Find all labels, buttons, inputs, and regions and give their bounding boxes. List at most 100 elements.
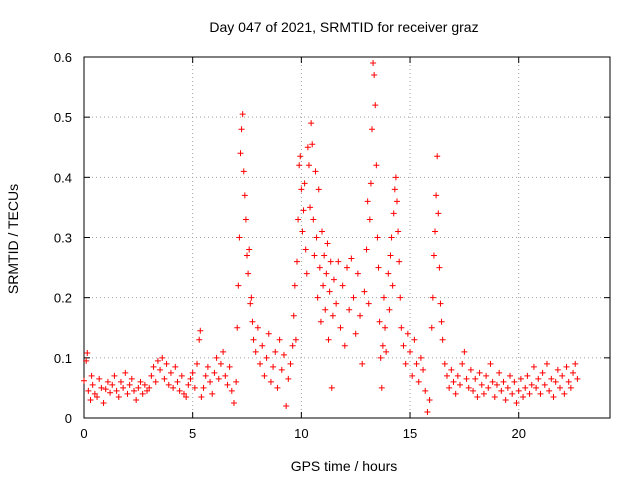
data-point <box>429 294 436 301</box>
data-point <box>159 354 166 361</box>
data-point <box>436 264 443 271</box>
data-point <box>377 354 384 361</box>
data-point <box>198 393 205 400</box>
data-point <box>430 252 437 259</box>
data-point <box>370 60 377 67</box>
data-point <box>391 186 398 193</box>
data-point <box>380 294 387 301</box>
data-point <box>533 384 540 391</box>
data-point <box>395 228 402 235</box>
data-point <box>372 102 379 109</box>
data-point <box>321 252 328 259</box>
data-point <box>397 294 404 301</box>
data-point <box>459 360 466 367</box>
data-point <box>130 387 137 394</box>
data-point <box>292 336 299 343</box>
data-point <box>327 258 334 265</box>
data-point <box>215 375 222 382</box>
data-point <box>209 390 216 397</box>
data-point <box>438 318 445 325</box>
data-point <box>257 360 264 367</box>
x-tick-label: 0 <box>80 426 87 441</box>
data-point <box>383 348 390 355</box>
data-point <box>98 384 105 391</box>
data-point <box>111 372 118 379</box>
data-point <box>113 387 120 394</box>
data-point <box>224 381 231 388</box>
x-tick-label: 15 <box>403 426 417 441</box>
data-point <box>304 144 311 151</box>
data-point <box>420 366 427 373</box>
data-point <box>415 378 422 385</box>
data-point <box>552 378 559 385</box>
data-point <box>422 387 429 394</box>
data-point <box>324 240 331 247</box>
data-point <box>226 363 233 370</box>
data-point <box>183 393 190 400</box>
data-point <box>248 294 255 301</box>
data-point <box>122 369 129 376</box>
data-point <box>478 381 485 388</box>
data-point <box>285 375 292 382</box>
data-point <box>259 342 266 349</box>
data-point <box>241 192 248 199</box>
data-point <box>235 282 242 289</box>
data-point <box>88 372 95 379</box>
data-point <box>109 381 116 388</box>
data-point <box>417 354 424 361</box>
data-point <box>270 363 277 370</box>
data-point <box>233 378 240 385</box>
data-point <box>238 126 245 133</box>
data-point <box>448 366 455 373</box>
data-point <box>280 351 287 358</box>
data-point <box>441 360 448 367</box>
data-point <box>84 350 91 357</box>
data-point <box>323 270 330 277</box>
data-point <box>511 378 518 385</box>
data-point <box>176 387 183 394</box>
data-point <box>220 348 227 355</box>
data-point <box>89 381 96 388</box>
data-point <box>104 378 111 385</box>
y-tick-label: 0 <box>65 411 72 426</box>
x-tick-label: 20 <box>511 426 525 441</box>
data-point <box>476 369 483 376</box>
data-point <box>554 366 561 373</box>
data-point <box>330 276 337 283</box>
data-point <box>567 384 574 391</box>
data-point <box>515 387 522 394</box>
data-point <box>249 318 256 325</box>
data-point <box>539 369 546 376</box>
data-point <box>364 198 371 205</box>
data-point <box>94 393 101 400</box>
data-point <box>81 377 87 384</box>
data-point <box>85 387 92 394</box>
data-point <box>559 372 566 379</box>
data-point <box>230 399 237 406</box>
data-point <box>368 126 375 133</box>
data-point <box>312 168 319 175</box>
data-point <box>357 312 364 319</box>
data-point <box>240 168 247 175</box>
data-point <box>373 162 380 169</box>
data-point <box>530 363 537 370</box>
data-point <box>172 363 179 370</box>
data-point <box>148 372 155 379</box>
data-point <box>489 378 496 385</box>
data-point <box>491 393 498 400</box>
axis-ticks: 0 5 10 15 20 0 0.1 0.2 0.3 0.4 0.5 0.6 <box>54 50 610 441</box>
data-point <box>211 369 218 376</box>
data-point <box>457 381 464 388</box>
data-point <box>329 312 336 319</box>
data-point <box>299 228 306 235</box>
data-point <box>244 252 251 259</box>
data-point <box>325 336 332 343</box>
chart-title: Day 047 of 2021, SRMTID for receiver gra… <box>209 19 478 35</box>
data-point <box>117 378 124 385</box>
data-point <box>83 357 90 364</box>
data-point <box>407 348 414 355</box>
data-point <box>309 141 316 148</box>
data-point <box>204 363 211 370</box>
data-point <box>333 300 340 307</box>
data-point <box>537 390 544 397</box>
